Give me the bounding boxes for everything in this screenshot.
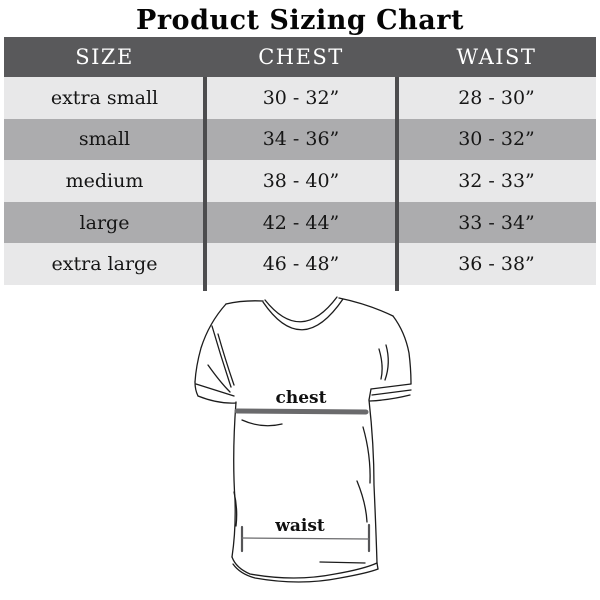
chest-cell: 46 - 48” <box>262 253 340 276</box>
left-sleeve-corner <box>194 381 199 397</box>
right-drape-fold-1 <box>362 426 371 484</box>
left-shoulder-line <box>225 300 264 305</box>
table-row: extra small 30 - 32” 28 - 30” <box>4 77 596 119</box>
waist-measure-line <box>241 537 370 540</box>
left-cuff-bottom <box>197 395 237 404</box>
waist-cell: 33 - 34” <box>458 211 535 234</box>
armpit-crease <box>241 419 283 427</box>
right-sleeve-outer <box>392 315 412 385</box>
left-sleeve-fold-2 <box>217 333 235 386</box>
chest-cell: 38 - 40” <box>262 169 340 192</box>
waist-cell: 36 - 38” <box>458 253 535 276</box>
right-sleeve-fold-1 <box>384 344 389 381</box>
chest-measure-line <box>234 408 369 415</box>
left-sleeve-outer <box>194 303 227 383</box>
hem-lower-line <box>232 563 379 583</box>
collar-inner-line <box>264 296 338 323</box>
waist-measure-label: waist <box>274 516 325 536</box>
waist-cell: 28 - 30” <box>458 86 535 109</box>
collar-outer-line <box>262 298 344 331</box>
waist-column-header: WAIST <box>456 45 537 69</box>
size-cell: extra small <box>50 86 159 109</box>
right-sleeve-inner <box>368 388 372 401</box>
table-row: extra large 46 - 48” 36 - 38” <box>4 243 596 285</box>
hem-detail-line <box>319 561 366 564</box>
hem-right-join <box>376 562 379 570</box>
right-drape-fold-2 <box>356 480 368 523</box>
table-body: extra small 30 - 32” 28 - 30” small 34 - 36”… <box>4 77 596 285</box>
chest-cell: 30 - 32” <box>262 86 340 109</box>
table-row: medium 38 - 40” 32 - 33” <box>4 160 596 202</box>
torso-right-edge <box>368 399 378 564</box>
waist-cell: 32 - 33” <box>458 169 535 192</box>
tshirt-outline <box>194 296 412 583</box>
waist-measure: waist <box>240 516 371 553</box>
tshirt-diagram: chest waist <box>194 296 412 583</box>
right-cuff-top <box>370 383 412 390</box>
left-waist-crease <box>233 491 238 527</box>
torso-left-edge <box>231 401 237 558</box>
chest-measure-label: chest <box>276 388 327 408</box>
table-row: small 34 - 36” 30 - 32” <box>4 118 596 161</box>
left-cuff-top <box>195 383 235 397</box>
waist-cell: 30 - 32” <box>458 128 535 151</box>
size-cell: medium <box>65 169 144 192</box>
hem-upper-line <box>231 556 378 579</box>
size-cell: large <box>79 211 130 234</box>
chest-column-header: CHEST <box>258 45 344 69</box>
table-row: large 42 - 44” 33 - 34” <box>4 201 596 244</box>
right-cuff-mid <box>371 389 412 396</box>
right-sleeve-fold-2 <box>378 348 383 380</box>
left-sleeve-fold-3 <box>207 364 231 393</box>
page-title: Product Sizing Chart <box>136 5 464 36</box>
size-cell: extra large <box>51 253 158 276</box>
column-divider-1 <box>203 77 207 291</box>
sizing-table: SIZE CHEST WAIST extra small 30 - 32” 28 -… <box>4 37 596 285</box>
table-header-row: SIZE CHEST WAIST <box>4 37 596 77</box>
chest-cell: 42 - 44” <box>262 211 340 234</box>
chest-measure: chest <box>234 388 369 415</box>
chest-cell: 34 - 36” <box>262 128 340 151</box>
size-cell: small <box>78 128 131 151</box>
right-cuff-bottom <box>369 394 411 402</box>
right-shoulder-line <box>338 297 394 317</box>
column-divider-2 <box>395 77 399 291</box>
size-column-header: SIZE <box>75 45 134 69</box>
left-sleeve-fold-1 <box>211 325 232 388</box>
